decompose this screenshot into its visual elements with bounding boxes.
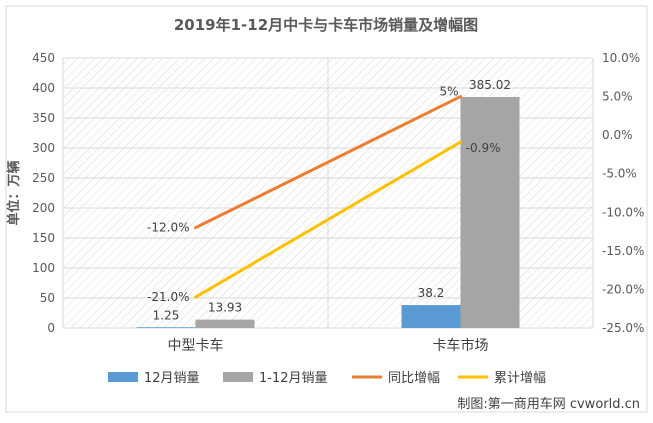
y2-tick-label: -15.0% xyxy=(602,244,644,258)
bar-data-label: 13.93 xyxy=(208,301,242,315)
series-line xyxy=(194,95,462,230)
legend-label: 12月销量 xyxy=(144,371,200,386)
y2-tick-label: -10.0% xyxy=(602,205,644,219)
axes-group: 0 50 100 150 200 250 300 350 400 450 -25.0% -20.0% -… xyxy=(32,51,644,354)
bar xyxy=(401,305,461,328)
legend-swatch xyxy=(223,372,253,382)
chart-border xyxy=(5,5,648,413)
legend-label: 1-12月销量 xyxy=(259,371,328,386)
y2-tick-label: 0.0% xyxy=(602,128,633,142)
line-data-label: -12.0% xyxy=(147,221,189,235)
bar-data-label: 38.2 xyxy=(418,286,445,300)
y2-tick-label: -20.0% xyxy=(602,282,644,296)
y-tick-label: 400 xyxy=(32,81,55,95)
x-category-label: 卡车市场 xyxy=(433,337,489,354)
y2-tick-label: -5.0% xyxy=(602,167,637,181)
lines-group: -12.0% 5% -21.0% -0.9% xyxy=(147,85,500,305)
y-tick-label: 100 xyxy=(32,261,55,275)
y-tick-label: 200 xyxy=(32,201,55,215)
bar xyxy=(136,327,196,328)
y2-tick-label: 5.0% xyxy=(602,90,633,104)
bar-data-label: 1.25 xyxy=(153,308,180,322)
y-tick-label: 450 xyxy=(32,51,55,65)
x-category-label: 中型卡车 xyxy=(168,337,224,354)
y-tick-label: 300 xyxy=(32,141,55,155)
bar xyxy=(460,96,520,328)
series-line xyxy=(194,140,462,299)
y-tick-label: 350 xyxy=(32,111,55,125)
footer-credit: 制图:第一商用车网 cvworld.cn xyxy=(457,396,640,412)
bar xyxy=(195,319,255,328)
line-data-label: 5% xyxy=(439,85,458,99)
chart-title: 2019年1-12月中卡与卡车市场销量及增幅图 xyxy=(174,16,478,34)
bar-data-label: 385.02 xyxy=(469,78,511,92)
line-data-label: -21.0% xyxy=(147,290,189,304)
legend-swatch xyxy=(108,372,138,382)
legend-label: 同比增幅 xyxy=(388,371,440,386)
legend: 12月销量 1-12月销量 同比增幅 累计增幅 xyxy=(108,371,546,386)
bars-group: 1.25 38.2 13.93 385.02 xyxy=(136,78,520,328)
y-tick-label: 0 xyxy=(47,321,55,335)
legend-label: 累计增幅 xyxy=(494,371,546,386)
y-tick-label: 50 xyxy=(40,291,55,305)
y-tick-label: 250 xyxy=(32,171,55,185)
line-data-label: -0.9% xyxy=(466,141,501,155)
y2-tick-label: 10.0% xyxy=(602,51,640,65)
y-tick-label: 150 xyxy=(32,231,55,245)
y2-tick-label: -25.0% xyxy=(602,321,644,335)
y-axis-label: 单位：万辆 xyxy=(6,160,22,225)
